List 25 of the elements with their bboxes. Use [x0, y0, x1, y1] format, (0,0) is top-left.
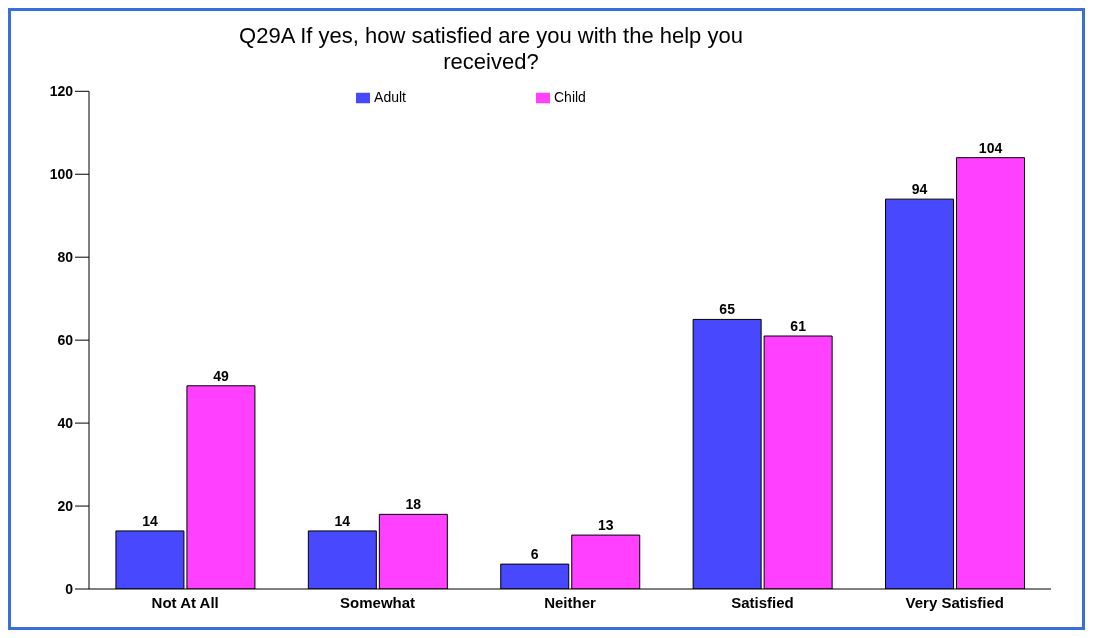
- x-tick-label: Very Satisfied: [905, 593, 1004, 611]
- data-label: 6: [530, 546, 539, 563]
- y-tick-label: 20: [57, 498, 74, 515]
- data-label: 61: [790, 318, 807, 334]
- data-label: 49: [213, 367, 229, 384]
- y-tick-label: 40: [57, 415, 74, 432]
- legend-label: Child: [554, 89, 586, 105]
- chart-title: Q29A If yes, how satisfied are you with the help you received?: [238, 23, 744, 75]
- data-label: 14: [142, 512, 158, 529]
- y-tick-label: 100: [49, 166, 74, 183]
- data-label: 18: [405, 496, 422, 513]
- x-tick-label: Not At All: [151, 593, 219, 611]
- y-tick-label: 60: [57, 332, 74, 349]
- data-label: 14: [334, 512, 351, 529]
- y-tick-label: 120: [49, 83, 74, 100]
- x-tick-label: Neither: [544, 593, 596, 611]
- data-label: 65: [719, 301, 736, 318]
- data-label: 94: [911, 181, 928, 198]
- y-tick-label: 80: [57, 249, 74, 266]
- x-tick-label: Satisfied: [731, 593, 794, 611]
- data-label: 104: [978, 139, 1003, 156]
- x-tick-label: Somewhat: [340, 593, 416, 611]
- y-tick-label: 0: [65, 580, 74, 597]
- legend-label: Adult: [374, 89, 406, 105]
- data-label: 13: [597, 517, 614, 534]
